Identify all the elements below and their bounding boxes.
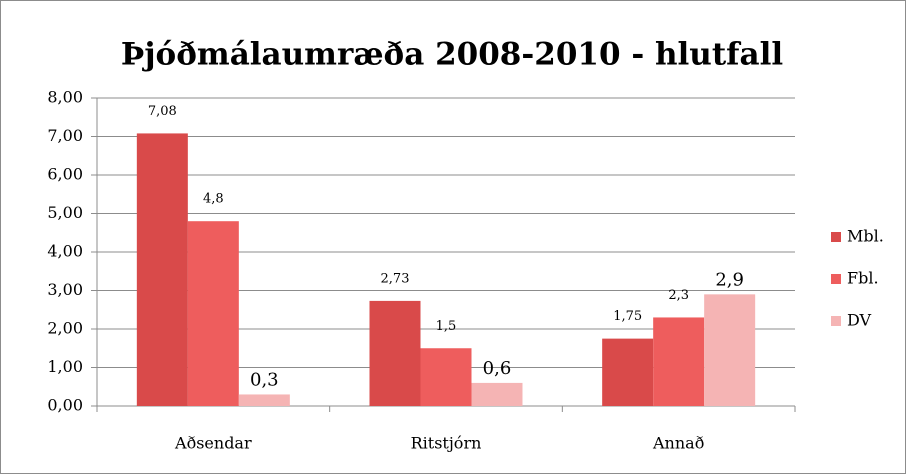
- y-tick-label: 3,00: [47, 280, 83, 299]
- value-label: 1,5: [436, 319, 457, 334]
- value-label: 1,75: [613, 309, 642, 324]
- legend-label: DV: [847, 311, 872, 330]
- legend-swatch: [831, 232, 841, 242]
- legend-label: Mbl.: [847, 227, 884, 246]
- bar: [602, 338, 654, 406]
- bar: [653, 317, 705, 406]
- value-label: 7,08: [148, 104, 177, 119]
- y-tick-label: 7,00: [47, 126, 83, 145]
- y-tick-label: 5,00: [47, 203, 83, 222]
- legend-swatch: [831, 316, 841, 326]
- legend-swatch: [831, 274, 841, 284]
- bar: [369, 300, 421, 406]
- value-label: 4,8: [203, 192, 224, 207]
- y-tick-label: 6,00: [47, 165, 83, 184]
- y-tick-label: 4,00: [47, 242, 83, 261]
- value-label: 2,3: [668, 288, 689, 303]
- x-tick-label: Ritstjórn: [411, 434, 482, 453]
- value-label: 0,3: [250, 369, 279, 390]
- value-label: 2,73: [381, 271, 410, 286]
- legend-label: Fbl.: [847, 269, 879, 288]
- bar: [238, 394, 290, 406]
- x-tick-label: Aðsendar: [174, 434, 252, 453]
- chart-title: Þjóðmálaumræða 2008-2010 - hlutfall: [121, 37, 783, 73]
- y-tick-label: 8,00: [47, 88, 83, 107]
- bar: [420, 348, 472, 406]
- y-tick-label: 2,00: [47, 319, 83, 338]
- y-tick-label: 1,00: [47, 357, 83, 376]
- bar: [704, 294, 756, 406]
- bar: [187, 221, 239, 406]
- value-label: 2,9: [715, 269, 744, 290]
- value-label: 0,6: [483, 358, 512, 379]
- x-tick-label: Annað: [652, 434, 704, 453]
- bar: [471, 382, 523, 406]
- bar: [136, 133, 188, 407]
- y-tick-label: 0,00: [47, 396, 83, 415]
